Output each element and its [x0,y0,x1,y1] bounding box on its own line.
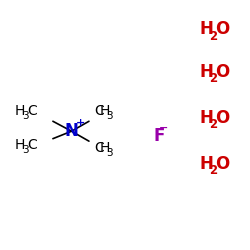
Text: F: F [154,127,165,145]
Text: C: C [94,141,104,155]
Text: O: O [215,108,229,126]
Text: H: H [100,104,110,118]
Text: H: H [200,154,213,172]
Text: H: H [200,20,213,38]
Text: O: O [215,154,229,172]
Text: 2: 2 [209,72,217,85]
Text: 3: 3 [22,111,29,121]
Text: 2: 2 [209,164,217,177]
Text: 2: 2 [209,30,217,43]
Text: H: H [100,141,110,155]
Text: H: H [200,108,213,126]
Text: 3: 3 [106,148,113,158]
Text: C: C [27,104,36,118]
Text: −: − [158,123,168,133]
Text: +: + [76,118,86,128]
Text: 2: 2 [209,118,217,131]
Text: H: H [200,62,213,80]
Text: 3: 3 [106,111,113,121]
Text: 3: 3 [22,145,29,155]
Text: O: O [215,20,229,38]
Text: N: N [64,122,78,140]
Text: H: H [14,138,25,151]
Text: C: C [94,104,104,118]
Text: O: O [215,62,229,80]
Text: C: C [27,138,36,151]
Text: H: H [14,104,25,118]
